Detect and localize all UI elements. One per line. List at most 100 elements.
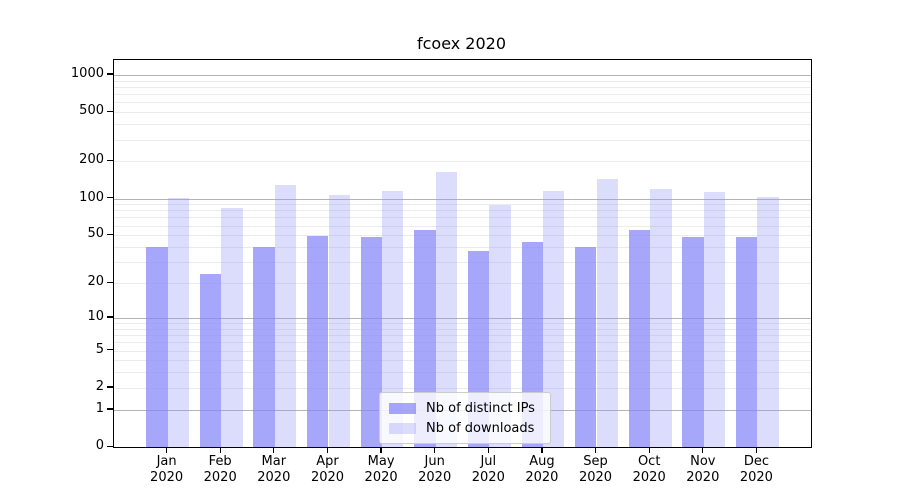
x-tick-label: Aug 2020 xyxy=(514,454,570,486)
x-tick-month: Sep xyxy=(583,454,608,469)
x-tick-year: 2020 xyxy=(257,470,291,485)
y-tick-label: 10 xyxy=(87,308,104,324)
x-tick-year: 2020 xyxy=(203,470,237,485)
x-tick-label: Jun 2020 xyxy=(407,454,463,486)
bar-nb-of-downloads-jun xyxy=(435,172,458,447)
bar-nb-of-downloads-sep xyxy=(596,178,618,447)
x-tick-year: 2020 xyxy=(739,470,773,485)
y-tick-label: 200 xyxy=(79,152,104,168)
y-tick-label: 1 xyxy=(95,400,104,416)
x-tick-mark xyxy=(326,447,329,453)
x-tick-label: Feb 2020 xyxy=(192,454,248,486)
minor-gridline xyxy=(114,102,811,104)
y-tick-label: 5 xyxy=(95,341,104,357)
x-tick-mark xyxy=(648,447,650,453)
y-tick-mark xyxy=(107,316,113,318)
x-tick-year: 2020 xyxy=(310,470,345,485)
x-tick-label: Mar 2020 xyxy=(246,454,302,486)
minor-gridline xyxy=(114,323,811,324)
minor-gridline xyxy=(114,360,811,362)
x-tick-month: Feb xyxy=(208,454,232,469)
x-tick-mark xyxy=(755,447,758,453)
x-tick-label: Apr 2020 xyxy=(300,454,356,486)
bar-nb-of-downloads-dec xyxy=(757,197,779,447)
plot-area: Nb of distinct IPs Nb of downloads xyxy=(113,59,812,448)
bar-nb-of-distinct-ips-feb xyxy=(199,273,222,447)
minor-gridline xyxy=(114,80,811,82)
minor-gridline xyxy=(114,217,811,219)
minor-gridline xyxy=(114,372,811,374)
x-tick-year: 2020 xyxy=(364,470,398,485)
x-tick-mark xyxy=(380,447,382,453)
y-tick-mark xyxy=(107,233,113,236)
x-tick-month: Oct xyxy=(637,454,661,469)
minor-gridline xyxy=(114,335,811,336)
y-tick-mark xyxy=(107,386,113,388)
minor-gridline xyxy=(114,342,811,344)
minor-gridline xyxy=(114,112,811,114)
minor-gridline xyxy=(114,161,811,163)
x-tick-mark xyxy=(541,447,543,453)
chart-title: fcoex 2020 xyxy=(416,34,507,53)
x-tick-label: Jan 2020 xyxy=(139,454,195,486)
legend-label: Nb of distinct IPs xyxy=(426,400,535,416)
x-tick-year: 2020 xyxy=(632,470,666,485)
x-tick-month: Nov xyxy=(690,454,716,469)
y-tick-label: 100 xyxy=(79,189,104,205)
bar-nb-of-distinct-ips-apr xyxy=(307,236,329,447)
y-tick-label: 20 xyxy=(87,274,104,289)
gridlines-layer xyxy=(114,60,811,447)
x-tick-year: 2020 xyxy=(471,470,505,485)
x-tick-label: May 2020 xyxy=(353,454,409,486)
bar-nb-of-downloads-may xyxy=(382,190,404,447)
x-tick-mark xyxy=(702,447,704,453)
major-gridline xyxy=(114,317,811,319)
x-tick-label: Oct 2020 xyxy=(621,454,677,486)
x-tick-mark xyxy=(219,447,221,453)
bar-nb-of-distinct-ips-oct xyxy=(628,230,651,447)
y-tick-label: 50 xyxy=(87,226,104,242)
minor-gridline xyxy=(114,328,811,330)
x-tick-mark xyxy=(487,447,489,453)
y-tick-mark xyxy=(107,349,113,351)
bar-nb-of-downloads-mar xyxy=(274,185,297,447)
minor-gridline xyxy=(114,350,811,352)
x-tick-year: 2020 xyxy=(686,470,720,485)
x-tick-year: 2020 xyxy=(578,470,613,485)
legend-swatch xyxy=(389,422,416,434)
bar-nb-of-downloads-apr xyxy=(328,195,350,447)
x-tick-month: Dec xyxy=(743,454,769,469)
legend-item: Nb of distinct IPs xyxy=(389,398,541,418)
x-tick-month: Jan xyxy=(156,454,177,469)
y-tick-label: 500 xyxy=(79,103,104,119)
bar-nb-of-distinct-ips-jan xyxy=(146,247,168,447)
minor-gridline xyxy=(114,124,811,126)
bar-nb-of-downloads-aug xyxy=(542,191,565,447)
x-tick-month: May xyxy=(367,454,395,469)
y-tick-mark xyxy=(107,73,113,75)
x-tick-year: 2020 xyxy=(150,470,184,485)
minor-gridline xyxy=(114,210,811,212)
minor-gridline xyxy=(114,262,811,264)
major-gridline xyxy=(114,74,811,76)
y-tick-label: 2 xyxy=(95,378,104,394)
minor-gridline xyxy=(114,139,811,141)
minor-gridline xyxy=(114,225,811,227)
bar-nb-of-distinct-ips-sep xyxy=(575,247,597,447)
bar-nb-of-distinct-ips-mar xyxy=(253,247,275,447)
bar-nb-of-downloads-nov xyxy=(703,191,726,447)
y-tick-label: 0 xyxy=(95,438,104,453)
bars-layer xyxy=(114,60,811,447)
minor-gridline xyxy=(114,247,811,248)
y-tick-mark xyxy=(107,445,113,447)
minor-gridline xyxy=(114,204,811,206)
bar-nb-of-downloads-oct xyxy=(650,188,672,447)
x-tick-label: Nov 2020 xyxy=(675,454,731,486)
x-tick-month: Jun xyxy=(424,454,445,469)
x-tick-month: Jul xyxy=(480,454,497,469)
y-tick-mark xyxy=(107,159,113,162)
legend-swatch xyxy=(389,402,416,414)
x-tick-month: Mar xyxy=(261,454,287,469)
legend-item: Nb of downloads xyxy=(389,418,541,438)
